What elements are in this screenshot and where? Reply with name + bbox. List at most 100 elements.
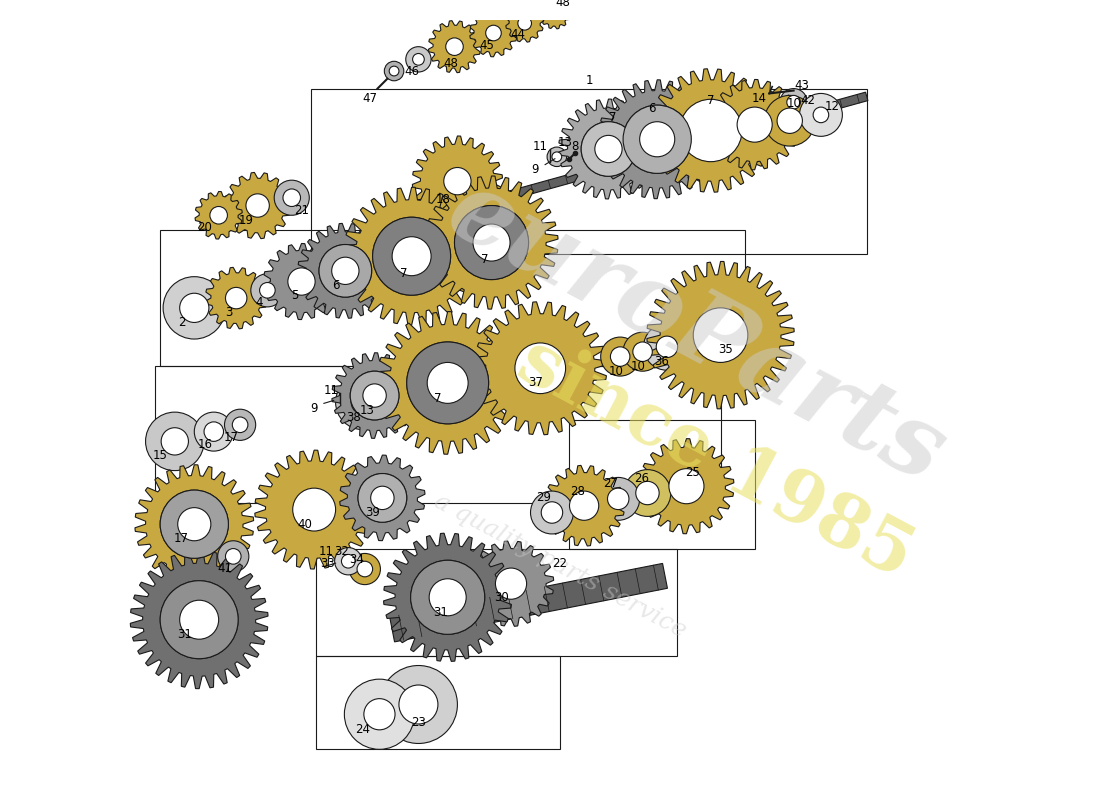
Polygon shape <box>597 80 716 198</box>
Text: 45: 45 <box>480 39 494 52</box>
Circle shape <box>407 342 488 424</box>
Text: 26: 26 <box>634 472 649 485</box>
Circle shape <box>446 38 463 55</box>
Circle shape <box>595 135 623 162</box>
Circle shape <box>495 568 527 599</box>
Circle shape <box>813 107 828 122</box>
Text: 2: 2 <box>178 316 186 329</box>
Text: 27: 27 <box>603 477 618 490</box>
Circle shape <box>473 224 510 261</box>
Circle shape <box>358 474 407 522</box>
Text: 16: 16 <box>198 438 212 450</box>
Circle shape <box>623 105 691 174</box>
Circle shape <box>657 336 678 358</box>
Circle shape <box>293 488 336 531</box>
Text: 20: 20 <box>198 222 212 234</box>
Text: 47: 47 <box>362 92 377 105</box>
Polygon shape <box>649 69 772 192</box>
Circle shape <box>800 94 843 136</box>
Text: 9: 9 <box>310 402 318 414</box>
Circle shape <box>399 685 438 724</box>
Circle shape <box>226 549 241 564</box>
Circle shape <box>412 54 425 65</box>
Bar <box>316 549 676 656</box>
Circle shape <box>224 410 255 440</box>
Circle shape <box>161 581 238 658</box>
Polygon shape <box>412 136 503 226</box>
Circle shape <box>344 679 415 750</box>
Circle shape <box>319 245 372 297</box>
Text: 13: 13 <box>360 404 374 417</box>
Circle shape <box>195 412 233 451</box>
Circle shape <box>581 122 636 176</box>
Polygon shape <box>539 0 570 29</box>
Circle shape <box>570 491 598 520</box>
Text: 10: 10 <box>630 360 645 373</box>
Circle shape <box>358 562 373 577</box>
Polygon shape <box>710 79 800 170</box>
Bar <box>155 366 720 502</box>
Circle shape <box>283 189 300 206</box>
Circle shape <box>623 332 662 371</box>
Circle shape <box>226 287 246 309</box>
Circle shape <box>669 469 704 504</box>
Circle shape <box>178 508 211 541</box>
Text: 11: 11 <box>318 545 333 558</box>
Polygon shape <box>255 450 374 569</box>
Circle shape <box>552 152 562 162</box>
Text: 7: 7 <box>707 94 715 106</box>
Text: 4: 4 <box>256 297 263 310</box>
Circle shape <box>334 547 362 575</box>
Text: 25: 25 <box>685 466 700 479</box>
Text: 46: 46 <box>404 65 419 78</box>
Text: 7: 7 <box>400 267 408 280</box>
Circle shape <box>210 206 228 224</box>
Bar <box>161 230 745 366</box>
Text: 33: 33 <box>320 557 336 570</box>
Text: 43: 43 <box>794 79 808 92</box>
Text: 3: 3 <box>224 306 232 319</box>
Text: 14: 14 <box>752 92 767 105</box>
Circle shape <box>640 122 674 157</box>
Text: 15: 15 <box>153 449 167 462</box>
Text: 35: 35 <box>718 343 733 356</box>
Circle shape <box>379 666 458 743</box>
Circle shape <box>429 578 466 616</box>
Text: 7: 7 <box>434 392 442 405</box>
Polygon shape <box>206 267 267 329</box>
Text: 48: 48 <box>443 57 458 70</box>
Text: 36: 36 <box>654 355 670 368</box>
Text: 17: 17 <box>174 532 189 546</box>
Bar <box>316 656 560 750</box>
Circle shape <box>406 46 431 72</box>
Circle shape <box>601 337 640 376</box>
Text: 22: 22 <box>552 557 568 570</box>
Circle shape <box>350 371 399 420</box>
Polygon shape <box>469 541 553 626</box>
Text: 31: 31 <box>433 606 449 619</box>
Circle shape <box>373 218 451 295</box>
Circle shape <box>232 417 248 433</box>
Text: 42: 42 <box>801 94 816 106</box>
Circle shape <box>371 486 394 510</box>
Text: 31: 31 <box>177 628 192 641</box>
Text: 6: 6 <box>649 102 656 114</box>
Circle shape <box>179 600 219 639</box>
Circle shape <box>179 294 209 322</box>
Circle shape <box>549 8 561 19</box>
Circle shape <box>610 347 630 366</box>
Circle shape <box>680 99 742 162</box>
Text: 32: 32 <box>334 545 349 558</box>
Circle shape <box>454 206 529 279</box>
Text: 44: 44 <box>510 29 526 42</box>
Circle shape <box>693 308 748 362</box>
Bar <box>311 89 867 254</box>
Text: 12: 12 <box>825 100 840 113</box>
Text: 18: 18 <box>436 193 450 206</box>
Text: 19: 19 <box>239 214 253 226</box>
Circle shape <box>251 274 284 307</box>
Text: 6: 6 <box>332 279 339 292</box>
Text: 10: 10 <box>786 97 801 110</box>
Circle shape <box>358 474 407 522</box>
Circle shape <box>518 17 531 30</box>
